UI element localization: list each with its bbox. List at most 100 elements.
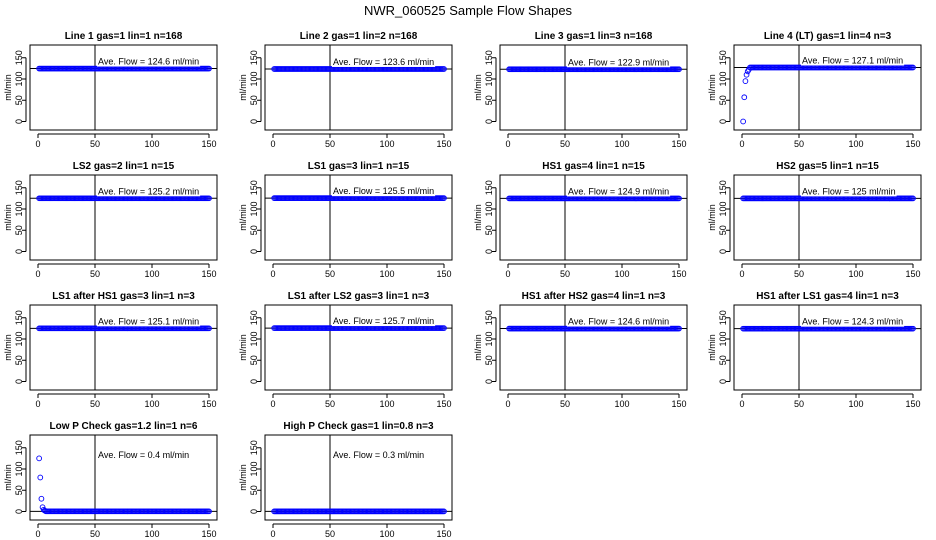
plot-frame <box>29 44 218 131</box>
y-axis: 0 50 100 150 <box>484 310 497 384</box>
panel-title: LS1 after HS1 gas=3 lin=1 n=3 <box>52 291 195 302</box>
plot-frame <box>264 434 453 521</box>
y-axis-label: ml/min <box>238 74 248 101</box>
y-axis-label: ml/min <box>238 204 248 231</box>
y-tick-label: 0 <box>718 249 728 254</box>
plot-frame <box>264 44 453 131</box>
panel-12: HS1 after LS1 gas=4 lin=1 n=3 0 50 100 150 0 5… <box>707 291 922 409</box>
y-axis: 0 50 100 150 <box>249 50 262 124</box>
data-point <box>206 65 212 72</box>
data-point <box>206 508 212 515</box>
data-points <box>506 325 682 332</box>
y-axis-label: ml/min <box>707 334 717 361</box>
y-axis: 0 50 100 150 <box>14 440 27 514</box>
x-tick-label: 0 <box>505 139 510 149</box>
avg-label-bg <box>97 315 201 327</box>
x-tick-label: 100 <box>144 139 159 149</box>
x-tick-label: 0 <box>35 139 40 149</box>
panel-4: Line 4 (LT) gas=1 lin=4 n=3 0 50 100 150 0 50 1… <box>707 31 922 149</box>
panel-14: High P Check gas=1 lin=0.8 n=30 50 100 1500… <box>238 421 453 539</box>
data-point <box>676 195 682 202</box>
panel-title: HS2 gas=5 lin=1 n=15 <box>776 161 879 172</box>
y-tick-label: 50 <box>484 95 494 105</box>
y-tick-label: 100 <box>14 71 24 86</box>
x-tick-label: 100 <box>379 529 394 539</box>
x-tick-label: 50 <box>325 399 335 409</box>
x-axis: 0 50 100 150 <box>35 393 217 409</box>
panel-5: LS2 gas=2 lin=1 n=150 50 100 150050100150ml… <box>3 161 218 279</box>
y-tick-label: 150 <box>14 180 24 195</box>
avg-label-bg <box>97 449 191 460</box>
x-tick-label: 0 <box>505 269 510 279</box>
x-tick-label: 50 <box>794 139 804 149</box>
x-tick-label: 0 <box>739 269 744 279</box>
y-tick-label: 50 <box>14 355 24 365</box>
panel-10: LS1 after LS2 gas=3 lin=1 n=3 0 50 100 150 0 5… <box>238 291 453 409</box>
x-tick-label: 50 <box>560 139 570 149</box>
x-axis: 0 50 100 150 <box>270 263 452 279</box>
x-axis: 0 50 100 150 <box>505 263 687 279</box>
avg-label-bg <box>332 185 436 197</box>
x-tick-label: 150 <box>436 139 451 149</box>
avg-flow-label: Ave. Flow = 122.9 ml/min <box>568 57 669 67</box>
y-axis-label: ml/min <box>3 464 13 491</box>
y-tick-label: 150 <box>484 50 494 65</box>
x-tick-label: 0 <box>270 269 275 279</box>
x-tick-label: 50 <box>90 399 100 409</box>
x-tick-label: 50 <box>794 399 804 409</box>
panel-title: Line 3 gas=1 lin=3 n=168 <box>535 31 653 42</box>
data-point <box>441 325 447 331</box>
x-tick-label: 0 <box>505 399 510 409</box>
x-tick-label: 50 <box>325 269 335 279</box>
x-tick-label: 50 <box>794 269 804 279</box>
x-tick-label: 100 <box>848 399 863 409</box>
data-point <box>740 118 746 125</box>
x-tick-label: 50 <box>90 269 100 279</box>
avg-flow-label: Ave. Flow = 125.7 ml/min <box>333 316 434 326</box>
data-point <box>741 94 748 101</box>
y-tick-label: 100 <box>14 331 24 346</box>
avg-flow-label: Ave. Flow = 124.6 ml/min <box>568 317 669 327</box>
x-tick-label: 50 <box>560 399 570 409</box>
avg-label-bg <box>801 54 905 66</box>
panel-9: LS1 after HS1 gas=3 lin=1 n=3 0 50 100 150 0 5… <box>3 291 218 409</box>
y-tick-label: 100 <box>484 331 494 346</box>
panel-3: Line 3 gas=1 lin=3 n=168 0 50 100 150 0 50 100 1… <box>473 31 688 149</box>
y-tick-label: 0 <box>718 119 728 124</box>
x-tick-label: 100 <box>144 269 159 279</box>
avg-label-bg <box>332 55 436 67</box>
x-tick-label: 150 <box>905 399 920 409</box>
panel-title: LS1 after LS2 gas=3 lin=1 n=3 <box>288 291 430 302</box>
y-axis: 0 50 100 150 <box>14 180 27 254</box>
data-points <box>740 64 916 125</box>
y-tick-label: 0 <box>249 119 259 124</box>
x-axis: 0 50 100 150 <box>35 523 217 539</box>
panel-title: Line 4 (LT) gas=1 lin=4 n=3 <box>764 31 892 42</box>
y-axis-label: ml/min <box>238 334 248 361</box>
y-tick-label: 150 <box>718 50 728 65</box>
x-tick-label: 150 <box>671 399 686 409</box>
avg-flow-label: Ave. Flow = 123.6 ml/min <box>333 57 434 67</box>
data-point <box>910 325 916 332</box>
avg-label-bg <box>567 56 671 68</box>
y-tick-label: 50 <box>484 225 494 235</box>
y-axis: 0 50 100 150 <box>484 180 497 254</box>
y-tick-label: 0 <box>14 119 24 124</box>
avg-flow-label: Ave. Flow = 124.9 ml/min <box>568 186 669 196</box>
y-tick-label: 100 <box>718 71 728 86</box>
x-axis: 0 50 100 150 <box>35 133 217 149</box>
y-axis-label: ml/min <box>3 334 13 361</box>
y-tick-label: 100 <box>484 71 494 86</box>
x-tick-label: 150 <box>671 139 686 149</box>
y-tick-label: 50 <box>14 225 24 235</box>
panel-title: LS2 gas=2 lin=1 n=15 <box>73 161 175 172</box>
panel-title: LS1 gas=3 lin=1 n=15 <box>308 161 410 172</box>
data-point <box>676 325 682 332</box>
panel-title: HS1 after HS2 gas=4 lin=1 n=3 <box>522 291 666 302</box>
y-axis-label: ml/min <box>473 204 483 231</box>
y-tick-label: 100 <box>249 331 259 346</box>
y-tick-label: 0 <box>249 379 259 384</box>
avg-flow-label: Ave. Flow = 125.5 ml/min <box>333 186 434 196</box>
avg-label-bg <box>332 315 436 327</box>
